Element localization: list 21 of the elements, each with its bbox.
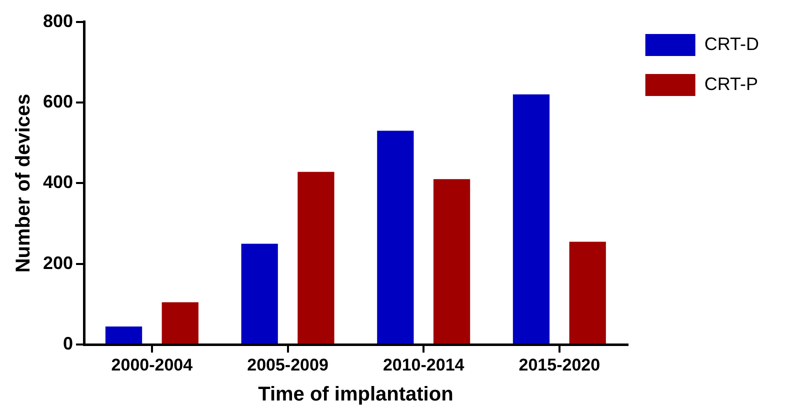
x-tick-label: 2005-2009: [247, 355, 328, 374]
bar: [433, 179, 470, 344]
x-tick-label: 2010-2014: [382, 355, 465, 374]
y-tick-label: 800: [42, 10, 74, 31]
y-tick-label: 600: [42, 91, 74, 112]
bar: [569, 242, 606, 344]
bar: [105, 326, 142, 344]
y-tick-label: 400: [42, 172, 74, 192]
legend-label: CRT-P: [704, 74, 758, 94]
bar: [512, 94, 550, 344]
legend-label: CRT-D: [704, 34, 760, 54]
y-tick-label: 0: [63, 334, 74, 354]
x-tick-label: 2015-2020: [518, 355, 600, 374]
y-axis-title: Number of devices: [12, 94, 35, 273]
x-tick-label: 2000-2004: [111, 355, 194, 374]
x-axis-title: Time of implantation: [258, 384, 454, 406]
bar: [377, 130, 414, 344]
bar: [298, 172, 334, 344]
bar: [241, 244, 278, 344]
bar: [162, 302, 198, 344]
y-tick-label: 200: [42, 252, 74, 273]
